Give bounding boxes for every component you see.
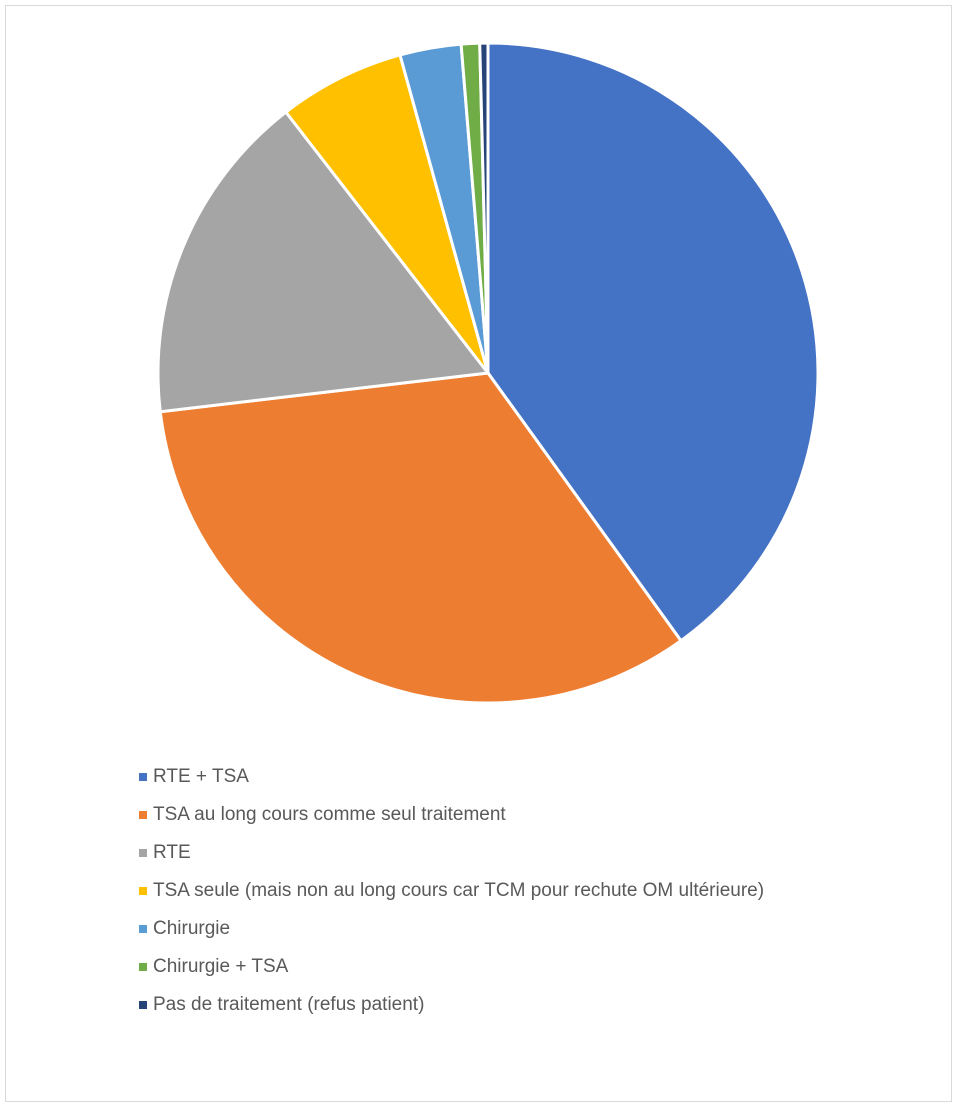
- legend-label: TSA seule (mais non au long cours car TC…: [153, 880, 765, 901]
- legend-item: RTE: [139, 834, 764, 872]
- legend-label: Chirurgie + TSA: [153, 956, 289, 977]
- legend-label: Chirurgie: [153, 918, 231, 939]
- legend-label: TSA au long cours comme seul traitement: [153, 804, 506, 825]
- chart-area: RTE + TSA TSA au long cours comme seul tr…: [5, 5, 952, 1102]
- legend: RTE + TSA TSA au long cours comme seul tr…: [139, 758, 764, 1024]
- legend-item: Pas de traitement (refus patient): [139, 986, 764, 1024]
- legend-label: RTE: [153, 842, 191, 863]
- pie-slice: [486, 41, 820, 643]
- legend-item: TSA au long cours comme seul traitement: [139, 796, 764, 834]
- legend-swatch: [139, 963, 147, 971]
- pie-slice: [284, 53, 490, 375]
- pie-slice: [156, 110, 490, 414]
- legend-swatch: [139, 811, 147, 819]
- legend-item: Chirurgie + TSA: [139, 948, 764, 986]
- legend-swatch: [139, 925, 147, 933]
- legend-label: RTE + TSA: [153, 766, 249, 787]
- legend-swatch: [139, 773, 147, 781]
- pie-slice: [478, 41, 490, 375]
- legend-item: RTE + TSA: [139, 758, 764, 796]
- legend-swatch: [139, 1001, 147, 1009]
- legend-swatch: [139, 849, 147, 857]
- legend-swatch: [139, 887, 147, 895]
- pie-chart: [156, 41, 820, 705]
- pie-slice: [158, 371, 683, 705]
- legend-label: Pas de traitement (refus patient): [153, 994, 425, 1015]
- legend-item: TSA seule (mais non au long cours car TC…: [139, 872, 764, 910]
- legend-item: Chirurgie: [139, 910, 764, 948]
